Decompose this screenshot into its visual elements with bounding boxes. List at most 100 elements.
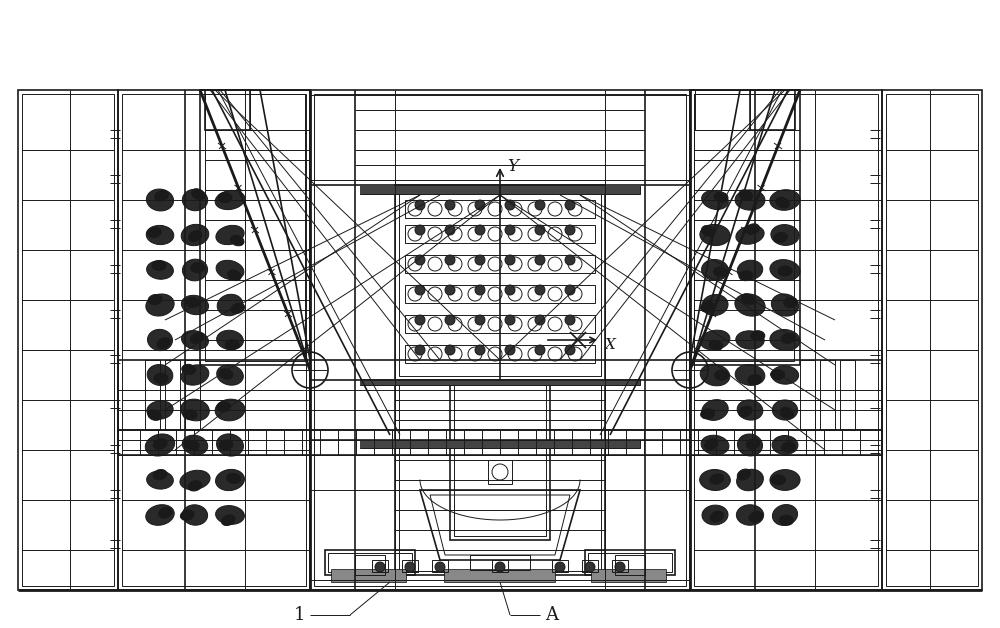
Circle shape [535, 255, 545, 265]
Ellipse shape [702, 295, 728, 315]
Bar [445, 570, 555, 582]
Text: X: X [605, 338, 616, 352]
Ellipse shape [217, 365, 243, 385]
Ellipse shape [739, 271, 753, 281]
Ellipse shape [714, 267, 728, 277]
Circle shape [475, 255, 485, 265]
Bar [582, 560, 598, 572]
Ellipse shape [189, 230, 202, 242]
Bar [588, 553, 672, 572]
Ellipse shape [146, 225, 174, 244]
Bar [432, 560, 448, 572]
Ellipse shape [701, 435, 729, 455]
Ellipse shape [735, 294, 765, 316]
Ellipse shape [219, 440, 233, 450]
Bar [695, 90, 750, 130]
Bar [820, 360, 835, 430]
Ellipse shape [215, 190, 245, 210]
Bar [325, 550, 415, 575]
Bar [360, 186, 640, 194]
Bar [360, 186, 640, 194]
Ellipse shape [225, 340, 239, 350]
Bar [405, 345, 595, 363]
Ellipse shape [772, 475, 786, 485]
Ellipse shape [183, 409, 197, 420]
Ellipse shape [148, 295, 162, 305]
Ellipse shape [147, 471, 173, 489]
Circle shape [585, 562, 595, 572]
Ellipse shape [702, 505, 728, 525]
Ellipse shape [216, 469, 244, 490]
Ellipse shape [702, 399, 728, 420]
Bar [405, 285, 595, 303]
Ellipse shape [146, 505, 174, 525]
Bar [395, 185, 605, 380]
Ellipse shape [181, 295, 209, 315]
Bar [750, 90, 795, 130]
Ellipse shape [182, 189, 208, 211]
Circle shape [445, 285, 455, 295]
Circle shape [565, 225, 575, 235]
Ellipse shape [146, 189, 174, 211]
Ellipse shape [737, 400, 763, 420]
Bar [840, 360, 855, 430]
Circle shape [435, 562, 445, 572]
Bar [488, 460, 512, 484]
Ellipse shape [157, 338, 170, 349]
Bar [694, 94, 878, 586]
Circle shape [565, 255, 575, 265]
Circle shape [505, 200, 515, 210]
Bar [445, 570, 555, 582]
Ellipse shape [181, 399, 209, 421]
Ellipse shape [190, 332, 204, 344]
Ellipse shape [782, 442, 795, 452]
Circle shape [475, 285, 485, 295]
Ellipse shape [737, 260, 763, 280]
Ellipse shape [702, 259, 728, 281]
Bar [332, 570, 406, 582]
Bar [690, 90, 882, 590]
Ellipse shape [771, 225, 799, 246]
Circle shape [445, 200, 455, 210]
Circle shape [445, 315, 455, 325]
Ellipse shape [736, 505, 764, 525]
Ellipse shape [700, 330, 730, 350]
Ellipse shape [741, 294, 755, 305]
Ellipse shape [182, 330, 208, 349]
Circle shape [415, 225, 425, 235]
Bar [450, 380, 550, 540]
Text: A: A [545, 606, 558, 624]
Circle shape [475, 225, 485, 235]
Ellipse shape [771, 294, 799, 316]
Circle shape [475, 315, 485, 325]
Bar [405, 255, 595, 273]
Ellipse shape [216, 260, 244, 279]
Ellipse shape [159, 507, 172, 518]
Bar [405, 225, 595, 243]
Bar [402, 560, 418, 572]
Circle shape [505, 225, 515, 235]
Ellipse shape [217, 295, 243, 316]
Ellipse shape [228, 270, 241, 281]
Bar [395, 380, 605, 575]
Circle shape [415, 285, 425, 295]
Ellipse shape [155, 190, 168, 201]
Circle shape [535, 315, 545, 325]
Ellipse shape [147, 227, 161, 237]
Ellipse shape [217, 402, 231, 412]
Ellipse shape [715, 370, 729, 380]
Ellipse shape [781, 407, 794, 418]
Bar [454, 384, 546, 536]
Ellipse shape [216, 225, 244, 245]
Ellipse shape [776, 197, 789, 208]
Bar [118, 430, 882, 455]
Bar [492, 560, 508, 572]
Ellipse shape [216, 506, 244, 524]
Ellipse shape [710, 474, 724, 484]
Circle shape [565, 200, 575, 210]
Ellipse shape [154, 373, 168, 383]
Circle shape [535, 345, 545, 355]
Ellipse shape [736, 331, 764, 349]
Bar [310, 90, 690, 590]
Ellipse shape [701, 301, 714, 312]
